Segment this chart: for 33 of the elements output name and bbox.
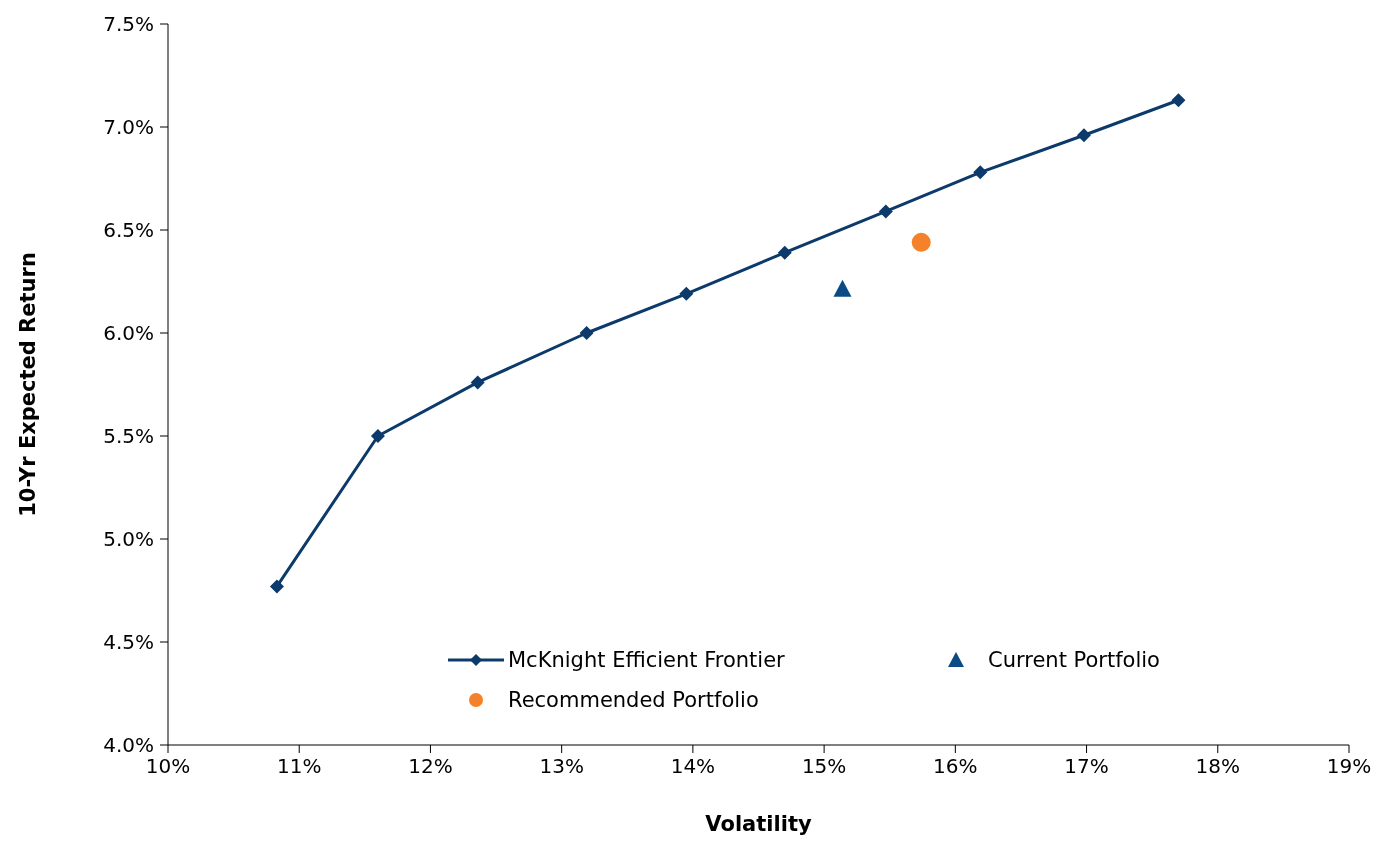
y-axis-title: 10-Yr Expected Return	[16, 252, 41, 517]
point	[973, 165, 988, 180]
point	[777, 245, 792, 260]
point	[878, 204, 893, 219]
point	[1076, 128, 1091, 143]
point	[370, 429, 385, 443]
point	[679, 286, 694, 301]
point	[833, 279, 852, 297]
legend-label: Recommended Portfolio	[508, 688, 759, 712]
y-tick-label: 5.0%	[103, 527, 154, 552]
x-tick-label: 18%	[1195, 754, 1240, 779]
y-tick-label: 4.5%	[103, 630, 154, 655]
x-axis-title: Volatility	[705, 812, 812, 836]
x-tick-label: 19%	[1326, 754, 1372, 779]
x-tick-label: 14%	[670, 754, 716, 779]
y-tick-label: 6.5%	[103, 218, 154, 243]
x-tick-label: 11%	[277, 754, 322, 779]
point	[1171, 93, 1186, 108]
y-tick-label: 5.5%	[103, 424, 154, 449]
y-tick-label: 6.0%	[103, 321, 154, 346]
legend-label: Current Portfolio	[988, 648, 1160, 672]
point	[269, 579, 284, 594]
x-tick-label: 12%	[408, 754, 453, 779]
y-tick-label: 7.5%	[103, 12, 154, 37]
x-tick-label: 13%	[539, 754, 584, 779]
y-tick-label: 7.0%	[103, 115, 154, 140]
legend-label: McKnight Efficient Frontier	[508, 648, 785, 672]
point	[911, 232, 931, 252]
x-tick-label: 16%	[933, 754, 978, 779]
point	[470, 375, 485, 390]
x-tick-label: 15%	[801, 754, 847, 779]
point	[579, 326, 594, 340]
x-tick-label: 17%	[1064, 754, 1109, 779]
